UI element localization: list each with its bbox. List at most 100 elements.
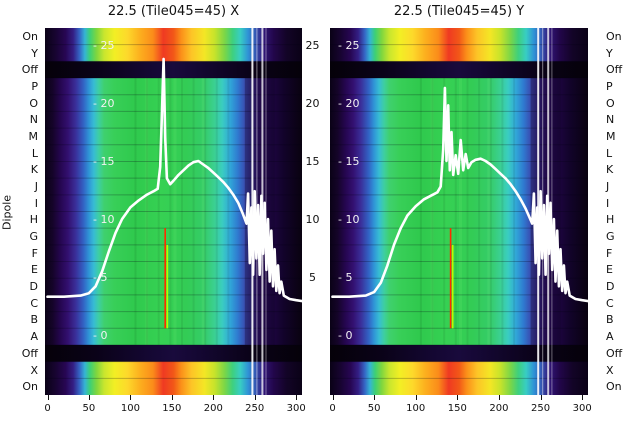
row-label-right-on: On bbox=[606, 29, 622, 43]
row-label-left-n: N bbox=[29, 113, 38, 127]
row-label-left-on: On bbox=[22, 29, 38, 43]
x-tick-x-150: 150 bbox=[155, 395, 189, 414]
row-label-left-p: P bbox=[31, 79, 38, 93]
texture-line bbox=[181, 78, 183, 345]
x-tick-x-200: 200 bbox=[196, 395, 230, 414]
row-label-left-a: A bbox=[30, 330, 38, 344]
dipole-row-j bbox=[45, 178, 302, 196]
tick-mark bbox=[332, 395, 334, 400]
dipole-row-on bbox=[330, 28, 588, 46]
texture-line bbox=[157, 78, 160, 345]
tick-mark bbox=[457, 395, 459, 400]
rfi-colored-line bbox=[451, 244, 454, 329]
row-label-right-d: D bbox=[606, 280, 615, 294]
bandpass-curve bbox=[331, 86, 588, 303]
dipole-row-off bbox=[45, 344, 302, 363]
x-tick-x-0: 0 bbox=[31, 395, 65, 414]
row-label-right-l: L bbox=[606, 146, 613, 160]
texture-line bbox=[466, 78, 469, 345]
tick-mark bbox=[296, 395, 298, 400]
dipole-row-i bbox=[45, 194, 302, 213]
x-tick-y-0: 0 bbox=[316, 395, 350, 414]
texture-line bbox=[501, 78, 504, 345]
dipole-row-m bbox=[330, 128, 588, 146]
row-label-left-l: L bbox=[31, 146, 38, 160]
row-label-right-off: Off bbox=[606, 346, 623, 360]
dipole-row-k bbox=[45, 161, 302, 179]
row-label-left-off: Off bbox=[21, 63, 38, 77]
dipole-row-b bbox=[330, 311, 588, 329]
dipole-row-p bbox=[330, 78, 588, 96]
dipole-row-n bbox=[45, 111, 302, 129]
dipole-row-y bbox=[330, 44, 588, 62]
texture-line bbox=[431, 78, 434, 345]
texture-line bbox=[487, 78, 491, 345]
dipole-row-y bbox=[45, 44, 302, 62]
tick-mark bbox=[213, 395, 215, 400]
tick-mark bbox=[374, 395, 376, 400]
inner-value-tick: - 15 bbox=[93, 155, 114, 168]
row-label-right-g: G bbox=[606, 230, 615, 243]
texture-line bbox=[146, 78, 149, 345]
texture-line bbox=[204, 78, 207, 345]
x-tick-y-150: 150 bbox=[440, 395, 474, 414]
dipole-row-c bbox=[330, 294, 588, 313]
inner-value-tick: - 5 bbox=[338, 271, 352, 284]
panel-x-title: 22.5 (Tile045=45) X bbox=[107, 4, 240, 19]
dipole-row-m bbox=[45, 128, 302, 146]
inner-value-tick: - 5 bbox=[93, 271, 107, 284]
inner-value-tick: - 15 bbox=[338, 155, 359, 168]
x-tick-x-50: 50 bbox=[72, 395, 106, 414]
dipole-row-x bbox=[330, 361, 588, 379]
row-label-right-e: E bbox=[606, 263, 613, 277]
inner-value-tick: - 25 bbox=[338, 39, 359, 52]
row-label-left-m: M bbox=[28, 129, 39, 143]
rfi-colored-line bbox=[166, 244, 169, 329]
dipole-row-off bbox=[330, 61, 588, 79]
tick-mark bbox=[498, 395, 500, 400]
dipole-row-off bbox=[330, 344, 588, 363]
tick-mark bbox=[582, 395, 584, 400]
texture-line bbox=[459, 78, 462, 345]
row-label-right-o: O bbox=[606, 96, 615, 110]
tick-mark bbox=[47, 395, 49, 400]
x-tick-y-250: 250 bbox=[524, 395, 558, 414]
row-label-left-b: B bbox=[30, 313, 38, 327]
row-label-right-a: A bbox=[606, 330, 614, 344]
texture-line bbox=[489, 78, 492, 345]
tick-mark bbox=[254, 395, 256, 400]
dipole-row-a bbox=[45, 328, 302, 346]
texture-line bbox=[454, 78, 457, 345]
texture-line bbox=[201, 78, 205, 345]
texture-line bbox=[173, 78, 177, 345]
row-label-right-p: P bbox=[606, 79, 613, 93]
dipole-row-a bbox=[330, 328, 588, 346]
dipole-row-f bbox=[330, 244, 588, 263]
x-tick-x-250: 250 bbox=[238, 395, 272, 414]
texture-line bbox=[478, 78, 481, 345]
rfi-colored-line bbox=[449, 228, 452, 329]
dipole-row-h bbox=[45, 211, 302, 229]
heatmap-panel-x: - 25 - 20 - 15 - 10 - 5 - 0 bbox=[45, 28, 302, 395]
dipole-row-l bbox=[45, 144, 302, 163]
row-label-right-on: On bbox=[606, 380, 622, 394]
row-label-right-x: X bbox=[606, 363, 614, 377]
tick-mark bbox=[130, 395, 132, 400]
dipole-row-e bbox=[330, 261, 588, 279]
row-label-left-d: D bbox=[29, 280, 38, 294]
x-tick-y-50: 50 bbox=[357, 395, 391, 414]
row-label-left-off: Off bbox=[21, 346, 38, 360]
tick-mark bbox=[171, 395, 173, 400]
row-label-right-i: I bbox=[606, 196, 610, 210]
texture-line bbox=[513, 78, 516, 345]
row-label-left-c: C bbox=[30, 296, 38, 310]
row-label-left-f: F bbox=[31, 246, 38, 260]
dipole-row-h bbox=[330, 211, 588, 229]
texture-line bbox=[430, 78, 434, 345]
dipole-row-on bbox=[45, 378, 302, 395]
texture-line bbox=[227, 78, 230, 345]
texture-line bbox=[192, 78, 195, 345]
dipole-row-j bbox=[330, 178, 588, 196]
row-label-left-j: J bbox=[34, 180, 38, 193]
